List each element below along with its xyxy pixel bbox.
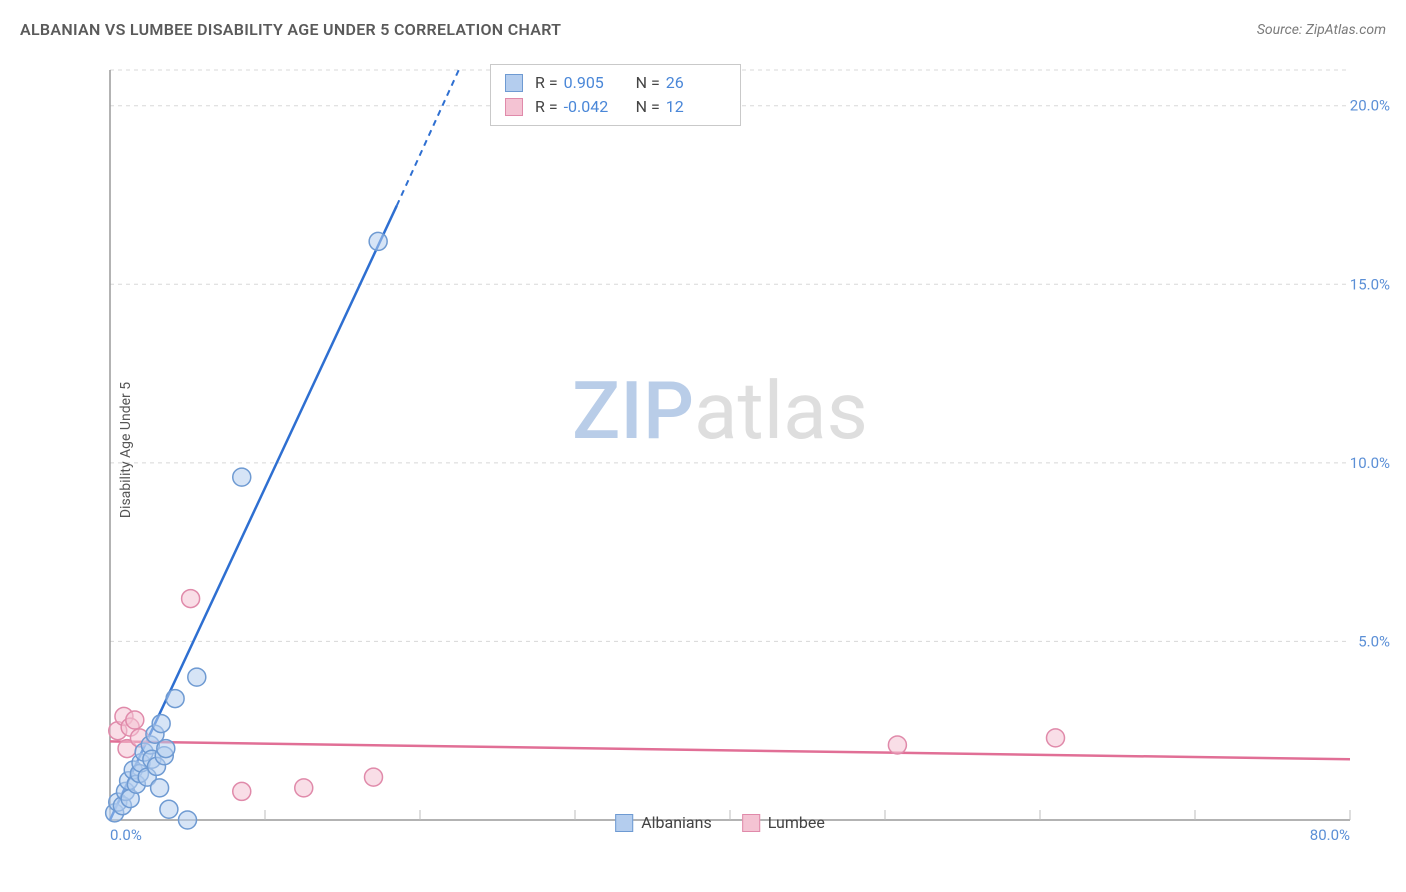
y-axis-label: Disability Age Under 5: [118, 382, 134, 518]
swatch-lumbee-icon: [505, 98, 523, 116]
stats-row-albanians: R = 0.905 N = 26: [505, 71, 726, 95]
chart-title: ALBANIAN VS LUMBEE DISABILITY AGE UNDER …: [20, 20, 561, 39]
chart-area: Disability Age Under 5 ZIPatlas 0.0%80.0…: [50, 60, 1390, 840]
stat-n-label: N =: [636, 71, 660, 95]
legend-item-albanians: Albanians: [615, 813, 712, 832]
svg-text:5.0%: 5.0%: [1358, 632, 1390, 650]
bottom-legend: Albanians Lumbee: [615, 813, 825, 832]
legend-swatch-albanians-icon: [615, 814, 633, 832]
stat-r-lumbee: -0.042: [564, 95, 624, 119]
legend-swatch-lumbee-icon: [742, 814, 760, 832]
legend-item-lumbee: Lumbee: [742, 813, 825, 832]
stat-n-label: N =: [636, 95, 660, 119]
svg-text:15.0%: 15.0%: [1350, 275, 1390, 293]
legend-label-albanians: Albanians: [641, 813, 712, 832]
svg-text:10.0%: 10.0%: [1350, 454, 1390, 472]
stat-r-label: R =: [535, 95, 558, 119]
swatch-albanians-icon: [505, 74, 523, 92]
scatter-chart: 0.0% 80.0% 5.0% 10.0% 15.0% 20.0%: [50, 60, 1390, 840]
svg-text:20.0%: 20.0%: [1350, 97, 1390, 115]
svg-text:0.0%: 0.0%: [110, 826, 142, 840]
stat-r-albanians: 0.905: [564, 71, 624, 95]
stats-row-lumbee: R = -0.042 N = 12: [505, 95, 726, 119]
legend-label-lumbee: Lumbee: [768, 813, 825, 832]
stat-r-label: R =: [535, 71, 558, 95]
stat-n-albanians: 26: [666, 71, 726, 95]
stat-n-lumbee: 12: [666, 95, 726, 119]
stats-box: R = 0.905 N = 26 R = -0.042 N = 12: [490, 64, 741, 126]
source-label: Source: ZipAtlas.com: [1257, 22, 1386, 38]
svg-text:80.0%: 80.0%: [1310, 826, 1350, 840]
